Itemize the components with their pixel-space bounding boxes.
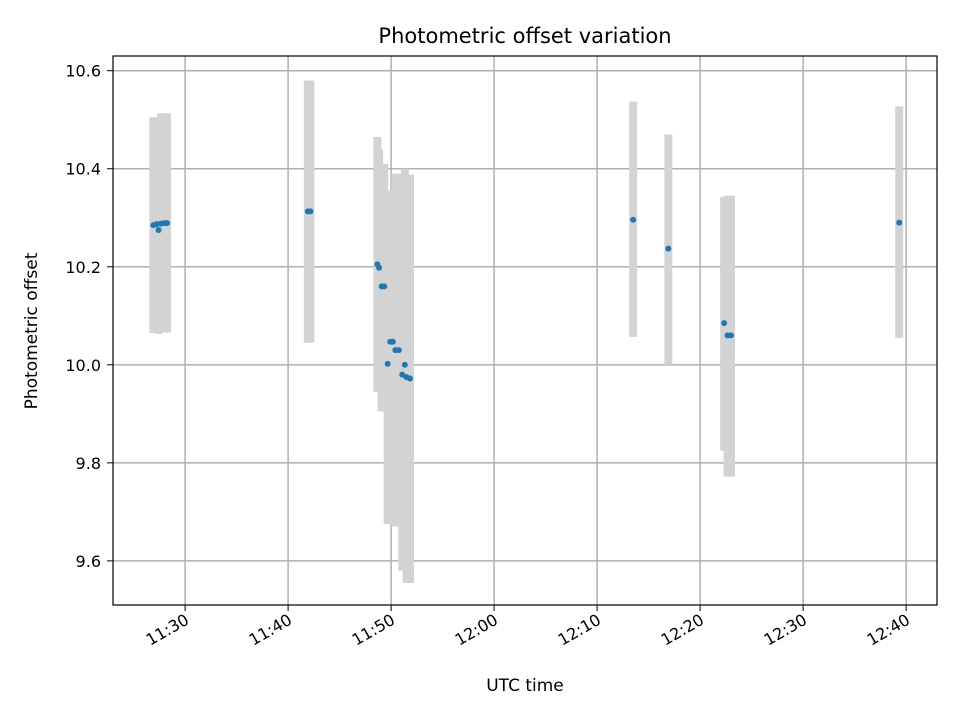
- data-point: [395, 347, 402, 354]
- data-point: [728, 332, 734, 339]
- y-tick-label: 10.2: [65, 258, 101, 277]
- y-axis-label: Photometric offset: [22, 252, 42, 409]
- data-point: [155, 227, 162, 234]
- y-tick-label: 10.4: [65, 160, 101, 179]
- data-point: [630, 216, 637, 223]
- data-point: [164, 220, 171, 227]
- y-tick-label: 9.8: [76, 454, 101, 473]
- x-axis-label: UTC time: [486, 676, 564, 696]
- x-tick-label: 11:40: [246, 610, 295, 650]
- y-tick-label: 9.6: [76, 552, 101, 571]
- data-point: [389, 338, 396, 345]
- plot-frame: [112, 55, 938, 606]
- error-bars: [149, 80, 904, 583]
- data-point: [307, 208, 314, 215]
- x-tick-label: 12:40: [864, 610, 913, 650]
- data-point: [406, 375, 413, 382]
- data-point: [721, 320, 728, 327]
- chart-title: Photometric offset variation: [378, 24, 671, 48]
- data-point: [896, 219, 903, 226]
- x-tick-label: 11:50: [349, 610, 398, 650]
- data-point: [381, 283, 388, 290]
- data-point: [384, 360, 391, 367]
- x-tick-label: 12:10: [555, 610, 604, 650]
- x-tick-label: 12:00: [452, 610, 501, 650]
- x-tick-label: 12:20: [658, 610, 707, 650]
- data-point: [376, 264, 383, 271]
- y-tick-label: 10.6: [65, 62, 101, 81]
- data-point: [401, 361, 408, 368]
- grid: [113, 56, 937, 605]
- x-tick-label: 12:30: [761, 610, 810, 650]
- y-tick-label: 10.0: [65, 356, 101, 375]
- data-points: [150, 208, 903, 382]
- x-tick-label: 11:30: [143, 610, 192, 650]
- data-point: [665, 245, 672, 252]
